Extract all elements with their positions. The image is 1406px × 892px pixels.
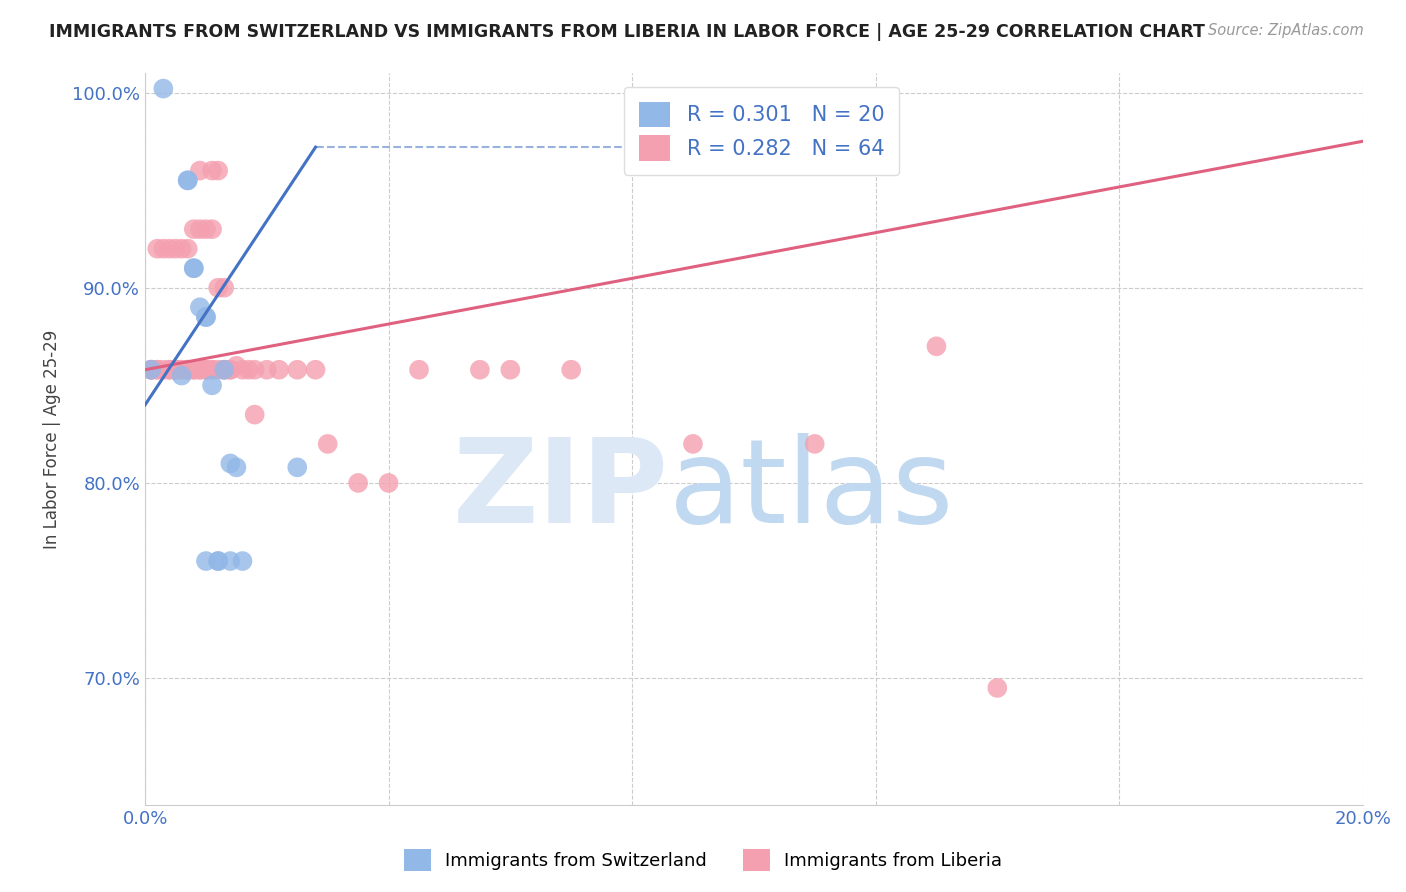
Point — [316, 437, 339, 451]
Point — [141, 362, 163, 376]
Point — [207, 554, 229, 568]
Point — [170, 362, 193, 376]
Point — [207, 163, 229, 178]
Point — [177, 173, 200, 187]
Point — [141, 362, 163, 376]
Point — [243, 362, 266, 376]
Point — [159, 362, 181, 376]
Point — [201, 362, 224, 376]
Point — [183, 362, 205, 376]
Point — [560, 362, 582, 376]
Point — [177, 242, 200, 256]
Point — [170, 242, 193, 256]
Point — [803, 437, 825, 451]
Point — [152, 81, 174, 95]
Point — [165, 362, 187, 376]
Point — [152, 242, 174, 256]
Point — [177, 362, 200, 376]
Point — [219, 362, 242, 376]
Point — [225, 359, 247, 373]
Legend: Immigrants from Switzerland, Immigrants from Liberia: Immigrants from Switzerland, Immigrants … — [396, 842, 1010, 879]
Point — [285, 362, 308, 376]
Point — [194, 222, 217, 236]
Point — [212, 362, 235, 376]
Point — [183, 261, 205, 276]
Point — [188, 222, 211, 236]
Point — [159, 242, 181, 256]
Point — [159, 362, 181, 376]
Point — [177, 173, 200, 187]
Point — [212, 362, 235, 376]
Point — [267, 362, 290, 376]
Text: atlas: atlas — [669, 433, 955, 548]
Point — [212, 281, 235, 295]
Point — [347, 475, 370, 490]
Point — [194, 362, 217, 376]
Point — [201, 362, 224, 376]
Point — [177, 362, 200, 376]
Point — [243, 408, 266, 422]
Point — [219, 457, 242, 471]
Point — [207, 554, 229, 568]
Point — [194, 310, 217, 324]
Point — [146, 362, 169, 376]
Point — [188, 163, 211, 178]
Point — [165, 362, 187, 376]
Point — [165, 362, 187, 376]
Point — [146, 242, 169, 256]
Point — [231, 362, 253, 376]
Point — [219, 362, 242, 376]
Point — [219, 554, 242, 568]
Legend: R = 0.301   N = 20, R = 0.282   N = 64: R = 0.301 N = 20, R = 0.282 N = 64 — [624, 87, 898, 176]
Point — [177, 362, 200, 376]
Point — [188, 362, 211, 376]
Point — [201, 222, 224, 236]
Point — [212, 362, 235, 376]
Y-axis label: In Labor Force | Age 25-29: In Labor Force | Age 25-29 — [44, 329, 60, 549]
Point — [165, 242, 187, 256]
Point — [152, 362, 174, 376]
Text: ZIP: ZIP — [453, 433, 669, 548]
Point — [188, 362, 211, 376]
Point — [194, 554, 217, 568]
Point — [408, 362, 430, 376]
Point — [468, 362, 491, 376]
Point — [183, 261, 205, 276]
Text: Source: ZipAtlas.com: Source: ZipAtlas.com — [1208, 23, 1364, 38]
Point — [194, 310, 217, 324]
Text: IMMIGRANTS FROM SWITZERLAND VS IMMIGRANTS FROM LIBERIA IN LABOR FORCE | AGE 25-2: IMMIGRANTS FROM SWITZERLAND VS IMMIGRANT… — [49, 23, 1205, 41]
Point — [141, 362, 163, 376]
Point — [201, 378, 224, 392]
Point — [304, 362, 326, 376]
Point — [231, 554, 253, 568]
Point — [256, 362, 278, 376]
Point — [146, 362, 169, 376]
Point — [183, 222, 205, 236]
Point — [285, 460, 308, 475]
Point — [170, 362, 193, 376]
Point — [925, 339, 948, 353]
Point — [207, 281, 229, 295]
Point — [194, 362, 217, 376]
Point — [682, 437, 704, 451]
Point — [499, 362, 522, 376]
Point — [188, 300, 211, 314]
Point — [201, 163, 224, 178]
Point — [207, 362, 229, 376]
Point — [986, 681, 1008, 695]
Point — [170, 368, 193, 383]
Point — [183, 362, 205, 376]
Point — [225, 460, 247, 475]
Point — [238, 362, 260, 376]
Point — [377, 475, 399, 490]
Point — [141, 362, 163, 376]
